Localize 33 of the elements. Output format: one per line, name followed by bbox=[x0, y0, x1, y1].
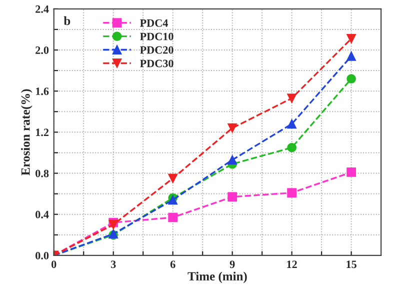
legend-label: PDC10 bbox=[140, 32, 174, 40]
point bbox=[287, 119, 296, 129]
y-tick-label: 1.6 bbox=[36, 88, 49, 96]
point bbox=[346, 74, 356, 84]
point bbox=[346, 34, 356, 44]
y-tick-label: 0.8 bbox=[36, 170, 49, 178]
y-tick-label: 1.2 bbox=[36, 128, 49, 136]
x-axis-title: Time (min) bbox=[188, 272, 247, 284]
legend-label: PDC4 bbox=[140, 19, 168, 27]
point bbox=[346, 168, 356, 177]
point bbox=[168, 174, 178, 184]
y-tick-label: 2.4 bbox=[36, 5, 49, 13]
point bbox=[228, 155, 238, 165]
y-tick-label: 0.4 bbox=[36, 210, 49, 218]
point bbox=[287, 94, 296, 103]
point bbox=[228, 192, 238, 202]
point bbox=[228, 123, 238, 133]
x-tick-label: 12 bbox=[287, 260, 297, 268]
y-axis-title: Erosion rate(%) bbox=[21, 89, 32, 176]
x-tick-label: 15 bbox=[346, 260, 356, 268]
x-tick-label: 3 bbox=[110, 260, 116, 268]
point bbox=[346, 51, 356, 61]
annotation: b bbox=[64, 16, 70, 26]
legend-label: PDC30 bbox=[140, 60, 174, 68]
x-tick-label: 9 bbox=[230, 260, 235, 268]
legend-label: PDC20 bbox=[140, 46, 174, 54]
point bbox=[287, 188, 296, 198]
point bbox=[168, 212, 178, 222]
x-tick-label: 6 bbox=[170, 260, 176, 268]
y-tick-label: 2.0 bbox=[36, 46, 49, 54]
y-tick-label: 0.0 bbox=[36, 252, 49, 260]
point bbox=[287, 142, 296, 152]
x-tick-label: 0 bbox=[52, 260, 56, 268]
